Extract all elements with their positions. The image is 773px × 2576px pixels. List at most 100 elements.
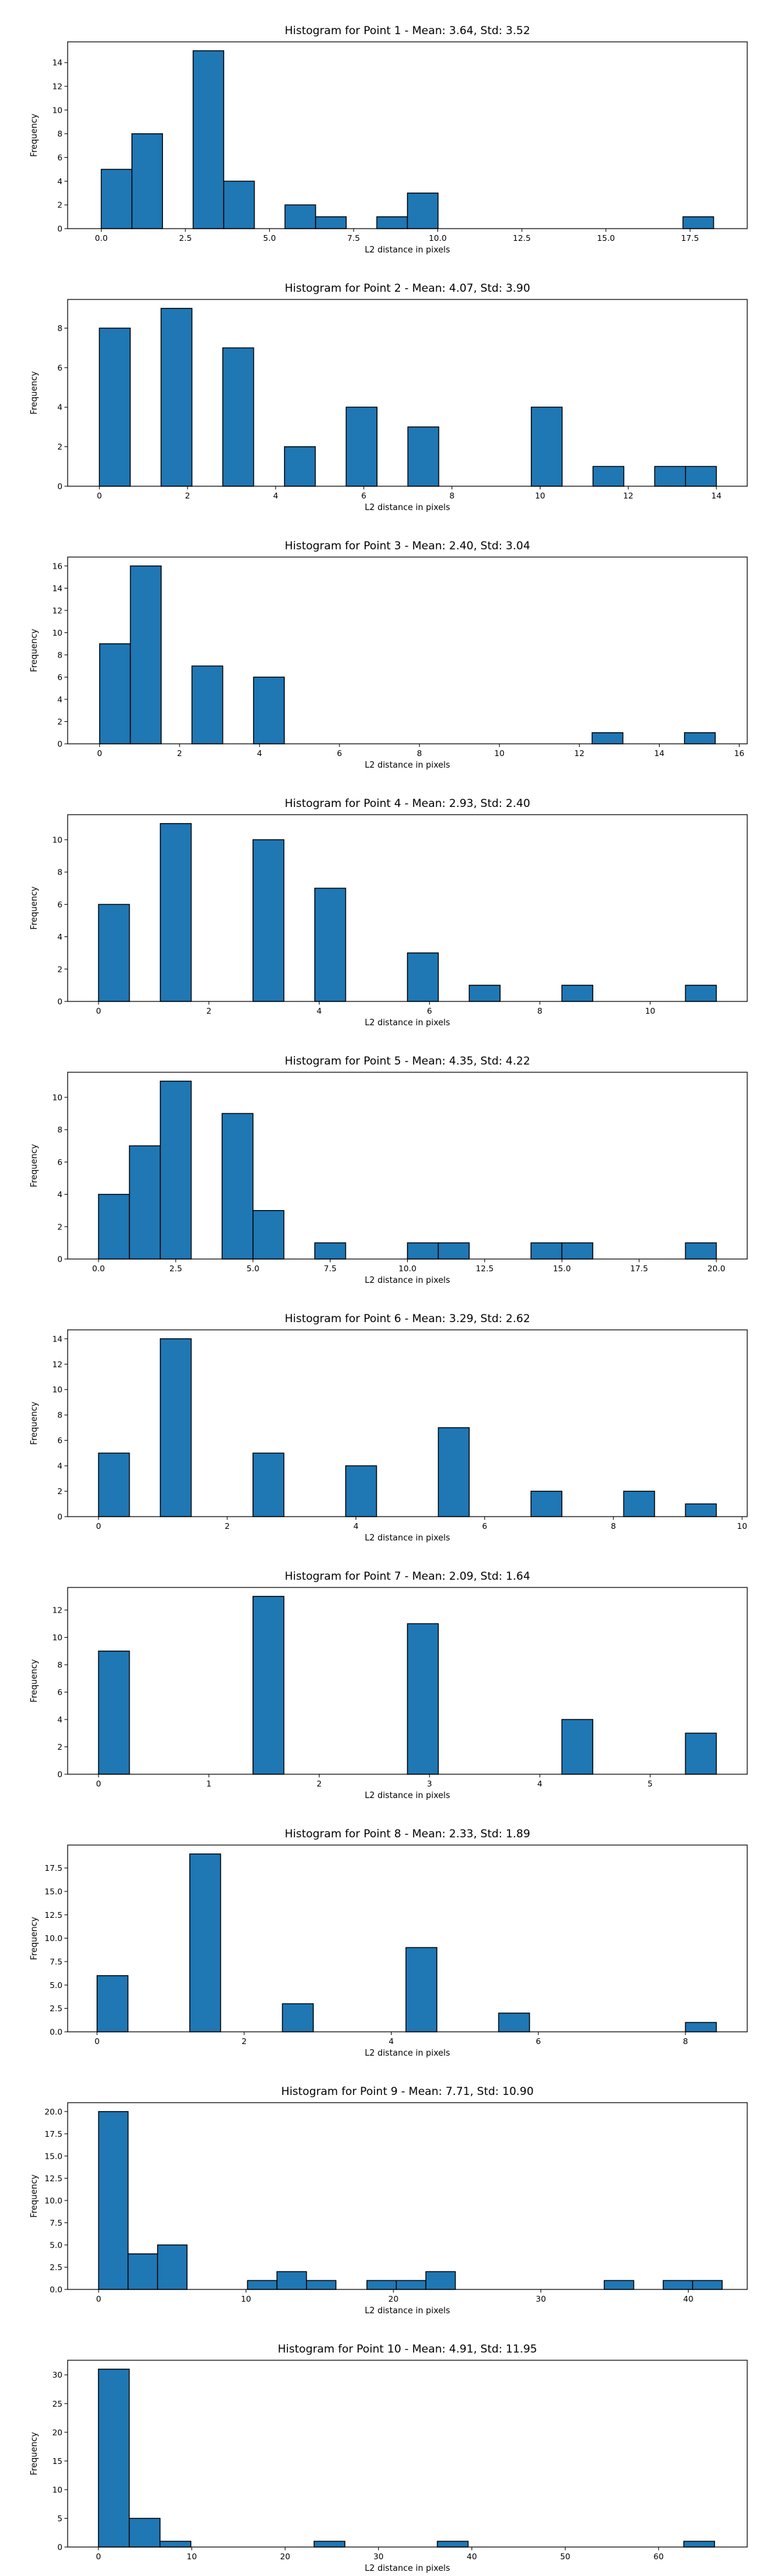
bars: [99, 308, 717, 487]
chart-title: Histogram for Point 2 - Mean: 4.07, Std:…: [285, 282, 530, 295]
x-tick-label: 2: [206, 1006, 211, 1016]
x-tick-label: 20: [280, 2552, 291, 2561]
chart-title: Histogram for Point 5 - Mean: 4.35, Std:…: [285, 1055, 530, 1068]
x-tick-label: 17.5: [681, 233, 699, 243]
x-tick-label: 4: [354, 1521, 359, 1531]
histogram-bar: [314, 887, 347, 1002]
histogram-bar: [276, 2271, 307, 2290]
histogram-bar: [129, 565, 162, 744]
x-tick-label: 10: [535, 491, 545, 500]
histogram-bar: [253, 676, 285, 744]
histogram-bar: [654, 466, 686, 487]
histogram-bar: [376, 216, 408, 229]
y-tick-label: 2: [57, 964, 62, 974]
y-tick-label: 6: [57, 153, 62, 162]
bars: [96, 1853, 717, 2032]
x-tick-label: 12: [623, 491, 633, 500]
x-tick-label: 14: [654, 748, 665, 758]
y-tick-label: 4: [57, 402, 62, 412]
bars: [98, 2369, 715, 2548]
y-tick-label: 4: [57, 176, 62, 186]
histogram-bar: [345, 1465, 377, 1517]
y-axis-label: Frequency: [30, 113, 39, 156]
y-tick-label: 2: [57, 1742, 62, 1752]
histogram-chart-1: Histogram for Point 1 - Mean: 3.64, Std:…: [30, 24, 748, 255]
x-tick-label: 2: [317, 1779, 322, 1788]
x-axis: 0.0 2.5 5.0 7.5 10.0 12.5 15.0 17.5 20.0: [92, 1259, 725, 1273]
y-tick-label: 2: [57, 200, 62, 210]
x-tick-label: 7.5: [324, 1264, 337, 1273]
y-tick-label: 17.5: [44, 2129, 62, 2139]
chart-title: Histogram for Point 6 - Mean: 3.29, Std:…: [285, 1312, 530, 1325]
histogram-bar: [247, 2280, 278, 2290]
y-tick-label: 8: [57, 650, 62, 659]
histogram-bar: [425, 2271, 456, 2290]
histogram-bar: [604, 2280, 635, 2290]
axes-frame: [67, 2360, 748, 2548]
histogram-bar: [406, 1623, 439, 1775]
x-tick-label: 4: [537, 1779, 542, 1788]
y-tick-label: 0: [57, 482, 62, 491]
y-tick-label: 6: [57, 1687, 62, 1697]
x-axis: 0.0 2.5 5.0 7.5 10.0 12.5 15.0 17.5: [95, 229, 699, 243]
x-tick-label: 12: [574, 748, 584, 758]
x-tick-label: 20.0: [707, 1264, 725, 1273]
y-tick-label: 6: [57, 363, 62, 372]
y-tick-label: 25: [52, 2399, 62, 2409]
histogram-bar: [685, 1242, 717, 1260]
x-tick-label: 40: [683, 2294, 694, 2304]
x-tick-label: 0: [96, 1779, 101, 1788]
y-tick-label: 12: [52, 82, 62, 91]
histogram-bar: [685, 2022, 717, 2032]
histogram-bar: [685, 466, 717, 487]
bars: [100, 50, 714, 229]
x-tick-label: 0: [97, 491, 102, 500]
histogram-bar: [531, 406, 563, 487]
x-axis: 0 2 4 6 8: [95, 2032, 688, 2046]
histogram-bar: [160, 1338, 192, 1517]
y-tick-label: 8: [57, 1410, 62, 1420]
axes-frame: [67, 41, 748, 229]
y-tick-label: 12.5: [44, 2174, 62, 2183]
histogram-bar: [282, 2003, 314, 2032]
histogram-bar: [100, 169, 133, 229]
y-tick-label: 12.5: [44, 1910, 62, 1920]
histogram-bar: [662, 2280, 694, 2290]
y-tick-label: 20: [52, 2427, 62, 2437]
histogram-bar: [314, 1242, 347, 1260]
y-tick-label: 7.5: [50, 2218, 62, 2228]
x-tick-label: 4: [273, 491, 278, 500]
y-axis-label: Frequency: [30, 371, 39, 414]
histogram-bar: [98, 1651, 130, 1775]
y-axis-label: Frequency: [30, 1659, 39, 1702]
histogram-chart-8: Histogram for Point 8 - Mean: 2.33, Std:…: [30, 1828, 748, 2058]
y-tick-label: 10: [52, 835, 62, 844]
histogram-bar: [407, 426, 439, 487]
y-tick-label: 7.5: [50, 1956, 62, 1966]
histogram-bar: [396, 2280, 426, 2290]
y-tick-label: 14: [52, 583, 62, 593]
y-tick-label: 0: [57, 1770, 62, 1779]
x-tick-label: 2: [177, 748, 182, 758]
x-tick-label: 2: [242, 2036, 247, 2046]
x-tick-label: 0: [96, 1006, 101, 1016]
x-tick-label: 5.0: [263, 233, 276, 243]
histogram-bar: [283, 446, 316, 487]
histogram-bar: [284, 204, 316, 229]
x-tick-label: 10: [494, 748, 504, 758]
axes-frame: [67, 2102, 748, 2290]
histogram-bar: [498, 2012, 530, 2032]
y-tick-label: 8: [57, 1125, 62, 1135]
y-tick-label: 12: [52, 605, 62, 615]
x-tick-label: 4: [257, 748, 262, 758]
histogram-bar: [129, 1145, 161, 1260]
y-tick-label: 0: [57, 997, 62, 1007]
bars: [98, 2111, 723, 2290]
x-tick-label: 5.0: [247, 1264, 260, 1273]
x-axis-label: L2 distance in pixels: [365, 2049, 450, 2058]
histogram-bar: [193, 50, 225, 229]
x-axis-label: L2 distance in pixels: [365, 1018, 450, 1028]
axes-frame: [67, 556, 748, 744]
histogram-bar: [682, 216, 714, 229]
